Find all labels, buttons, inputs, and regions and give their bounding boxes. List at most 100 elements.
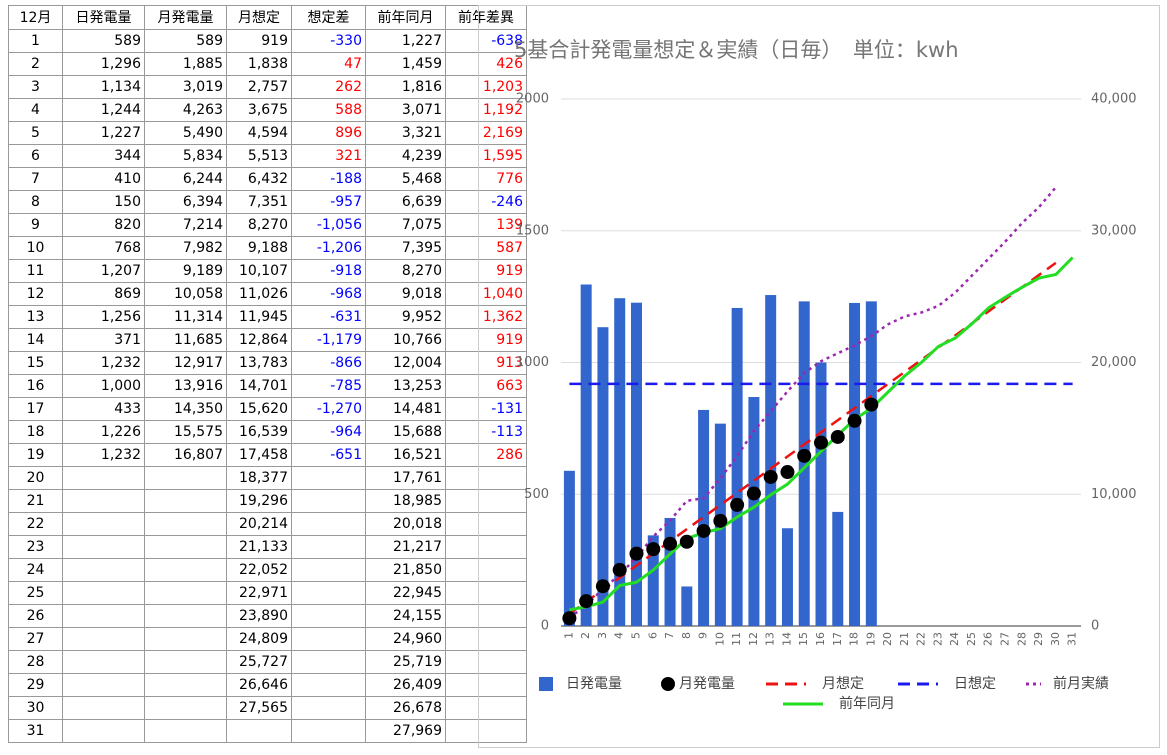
row: 29 26,646 26,409 [8,673,527,697]
cell: 1,595 [445,144,527,168]
cell: 27 [8,627,63,651]
bar [580,284,592,626]
x-tick-label: 23 [931,632,944,646]
cell: 4 [8,98,63,122]
cell: 896 [291,121,366,145]
cell: 919 [445,259,527,283]
legend-label: 日想定 [954,676,996,692]
x-tick-label: 8 [680,632,693,639]
bar [798,301,810,626]
cell: 663 [445,374,527,398]
bar [849,302,861,626]
dot [595,579,610,594]
cell: 1,885 [144,52,227,76]
cell: 22,052 [226,558,292,582]
cell: 7,982 [144,236,227,260]
dot [746,486,761,501]
cell: 26,678 [365,696,446,720]
cell: 344 [62,144,145,168]
cell [62,696,145,720]
legend-swatch [661,677,675,691]
row: 25 22,971 22,945 [8,581,527,605]
cell: 1 [8,29,63,53]
cell: 23 [8,535,63,559]
cell [291,604,366,628]
x-tick-label: 20 [881,632,894,646]
cell: 820 [62,213,145,237]
row: 17 433 14,350 15,620 -1,270 14,481 -131 [8,397,527,421]
cell: -1,206 [291,236,366,260]
x-tick-label: 21 [898,632,911,646]
row: 20 18,377 17,761 [8,466,527,490]
cell [144,489,227,513]
cell: -964 [291,420,366,444]
cell: 2 [8,52,63,76]
cell [144,627,227,651]
bar [664,517,676,626]
bar [698,409,710,626]
line [568,186,1057,620]
row: 7 410 6,244 6,432 -188 5,468 776 [8,167,527,191]
cell: 22 [8,512,63,536]
cell: 日発電量 [62,5,145,30]
cell: 11 [8,259,63,283]
cell: 22,971 [226,581,292,605]
cell: 587 [445,236,527,260]
cell: 10,766 [365,328,446,352]
cell: 589 [144,29,227,53]
cell [62,489,145,513]
cell: 21,133 [226,535,292,559]
cell: 18,985 [365,489,446,513]
cell [62,627,145,651]
cell [62,581,145,605]
x-tick-label: 24 [948,632,961,646]
cell [445,489,527,513]
cell [62,512,145,536]
dot [646,542,661,557]
cell: 28 [8,650,63,674]
y-tick-label: 1000 [516,355,549,370]
cell: 5,490 [144,121,227,145]
cell [291,535,366,559]
cell: 9 [8,213,63,237]
row: 8 150 6,394 7,351 -957 6,639 -246 [8,190,527,214]
dot [830,429,845,444]
chart: 5基合計発電量想定＆実績（日毎） 単位：kwh 0 500 1000 1500 2000… [478,5,1160,748]
cell: 23,890 [226,604,292,628]
cell [445,696,527,720]
cell: 20,018 [365,512,446,536]
cell: 321 [291,144,366,168]
cell: 20 [8,466,63,490]
cell: 18,377 [226,466,292,490]
cell: 10 [8,236,63,260]
cell [291,673,366,697]
x-tick-label: 29 [1032,632,1045,646]
x-tick-label: 3 [596,632,609,639]
cell: 25,727 [226,650,292,674]
dot [730,497,745,512]
cell: 26 [8,604,63,628]
cell: -638 [445,29,527,53]
cell: 24,960 [365,627,446,651]
cell: 29 [8,673,63,697]
dot [814,435,828,450]
bar [815,362,827,626]
x-tick-label: 14 [780,632,793,646]
cell: 8,270 [365,259,446,283]
cell [291,696,366,720]
row: 23 21,133 21,217 [8,535,527,559]
cell [144,650,227,674]
cell: 9,189 [144,259,227,283]
y2-tick-label: 30,000 [1091,223,1137,238]
cell [445,558,527,582]
cell: 433 [62,397,145,421]
cell [62,673,145,697]
cell: 150 [62,190,145,214]
cell [144,719,227,743]
cell: -188 [291,167,366,191]
cell [445,466,527,490]
row: 12月 日発電量 月発電量 月想定 想定差 前年同月 前年差異 [8,5,527,30]
cell: 9,018 [365,282,446,306]
bar [597,327,609,626]
cell: 前年差異 [445,5,527,30]
